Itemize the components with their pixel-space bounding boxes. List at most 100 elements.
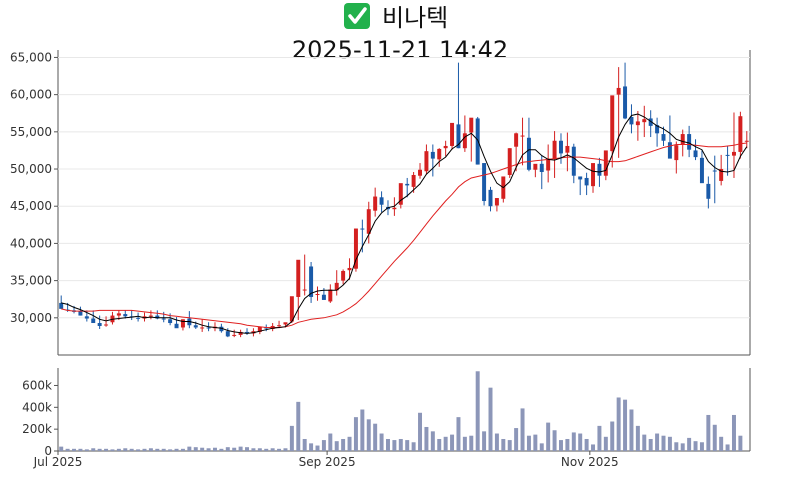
candle	[462, 115, 467, 152]
volume-bar	[142, 448, 147, 451]
candle	[616, 67, 621, 158]
x-tick-label: Jul 2025	[33, 455, 83, 469]
volume-bar	[520, 408, 525, 451]
candle	[578, 176, 583, 196]
candle-body	[591, 163, 596, 187]
volume-bar	[526, 435, 531, 451]
volume-bar	[155, 448, 160, 451]
volume-bar	[398, 438, 403, 451]
price-tick-labels: 30,000 35,000 40,000 45,000 50,000 55,000 60,0…	[10, 50, 750, 325]
volume-bar	[533, 434, 538, 451]
long-ma-line	[61, 142, 747, 328]
candle	[353, 228, 358, 272]
candle	[539, 155, 544, 190]
candle	[546, 144, 551, 183]
candle	[488, 186, 493, 212]
candle-body	[91, 318, 96, 324]
volume-bar	[494, 433, 499, 451]
candle-body	[116, 313, 121, 316]
candle-body	[565, 145, 570, 153]
volume-bar	[110, 449, 115, 451]
volume-bar	[129, 448, 134, 451]
volume-bar	[168, 449, 173, 451]
volume-bar	[558, 440, 563, 451]
candle	[674, 141, 679, 174]
price-tick-label: 35,000	[10, 274, 52, 288]
candle-body	[398, 183, 403, 205]
candle	[635, 111, 640, 141]
candle-body	[174, 323, 179, 329]
volume-bar	[84, 449, 89, 451]
candle-body	[155, 315, 160, 319]
volume-bar	[289, 425, 294, 451]
volume-bar	[353, 417, 358, 451]
volume-bar	[725, 444, 730, 451]
volume-bar	[328, 433, 333, 451]
volume-bar	[418, 412, 423, 451]
volume-bar	[539, 443, 544, 451]
candle-body	[443, 145, 448, 149]
volume-bars	[59, 371, 743, 451]
candle	[719, 154, 724, 186]
volume-tick-label: 0	[44, 444, 52, 458]
candle-body	[526, 137, 531, 170]
volume-panel: 0 200k 400k 600k Jul 2025 Sep 2025 Nov 2025	[22, 368, 751, 469]
volume-bar	[373, 423, 378, 451]
candle	[418, 163, 423, 179]
volume-bar	[450, 434, 455, 451]
candle	[379, 191, 384, 213]
candle	[520, 117, 525, 166]
candle	[347, 258, 352, 280]
candle	[315, 286, 320, 301]
volume-bar	[206, 448, 211, 451]
volume-bar	[469, 435, 474, 451]
candle-body	[603, 150, 608, 176]
volume-bar	[264, 448, 269, 451]
candle-body	[411, 174, 416, 187]
candle-body	[418, 169, 423, 176]
volume-tick-labels: 0 200k 400k 600k	[22, 378, 58, 458]
candle	[302, 254, 307, 296]
candle-body	[719, 169, 724, 181]
candle	[642, 105, 647, 138]
volume-bar	[65, 448, 70, 451]
candle	[309, 262, 314, 303]
stock-name: 비나텍	[382, 4, 448, 32]
volume-bar	[488, 387, 493, 451]
volume-bar	[161, 448, 166, 451]
volume-bar	[283, 448, 288, 451]
volume-bar	[552, 430, 557, 451]
candle-body	[315, 294, 320, 295]
volume-bar	[180, 448, 185, 451]
candle-body	[123, 314, 128, 317]
x-tick-labels: Jul 2025 Sep 2025 Nov 2025	[33, 451, 619, 469]
volume-bar	[212, 447, 217, 451]
candle	[450, 122, 455, 150]
volume-bar	[655, 433, 660, 451]
candle	[373, 187, 378, 217]
candle-body	[552, 140, 557, 159]
volume-bar	[296, 401, 301, 451]
candle-body	[558, 140, 563, 154]
candle	[174, 317, 179, 329]
candle-body	[341, 270, 346, 281]
x-tick-label: Sep 2025	[299, 455, 356, 469]
candle-body	[635, 121, 640, 126]
volume-bar	[174, 448, 179, 451]
candle-body	[257, 326, 262, 332]
volume-bar	[392, 440, 397, 451]
candle-body	[661, 134, 666, 141]
candle-body	[302, 289, 307, 291]
volume-bar	[687, 437, 692, 451]
volume-bar	[443, 436, 448, 451]
candle	[129, 310, 134, 321]
candle-body	[469, 117, 474, 133]
volume-bar	[623, 399, 628, 451]
candle-body	[360, 228, 365, 230]
candle-body	[238, 331, 243, 335]
candle	[661, 126, 666, 146]
candle-body	[200, 327, 205, 329]
candle	[212, 322, 217, 332]
candle-body	[193, 325, 198, 328]
candle	[456, 62, 461, 149]
